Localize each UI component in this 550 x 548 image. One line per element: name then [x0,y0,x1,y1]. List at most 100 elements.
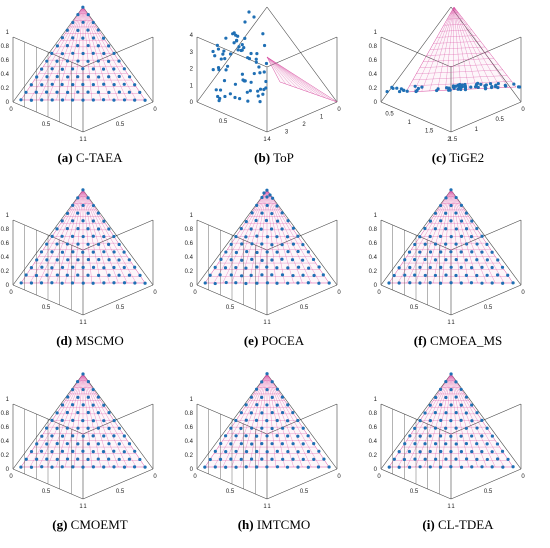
solution-point [215,43,219,48]
solution-point [55,457,59,461]
solution-point [275,266,279,270]
z-tick-label: 0 [374,283,378,289]
x-axis-tick-label: 0 [9,474,13,480]
solution-point [275,449,279,453]
solution-point [474,83,479,87]
solution-point [259,227,263,231]
z-tick-label: 0.2 [369,269,378,275]
surface-mesh-line [453,6,470,90]
solution-point [81,434,85,438]
solution-point [475,258,479,262]
solution-point [317,281,321,285]
solution-point [403,442,407,446]
solution-point [456,87,460,91]
solution-point [265,281,269,285]
solution-points [19,5,147,102]
solution-point [286,281,290,285]
z-tick-label: 0.2 [1,86,10,92]
z-tick-label: 0.4 [1,72,10,78]
y-axis-tick-label: 0 [153,290,157,296]
solution-point [91,82,95,87]
panel-pocea: 0 0.2 0.4 0.6 0.8 1 0 0.5 1 1 0.5 0 (e) POCEA [185,185,360,363]
solution-point [479,82,483,86]
solution-point [245,250,249,254]
surface-mesh-line [266,56,303,91]
solution-point [107,442,111,446]
box-edge [266,403,338,435]
z-tick-label: 0 [374,100,378,106]
solution-point [459,418,463,422]
box-edge [82,403,154,435]
solution-point [258,71,262,75]
solution-point [127,457,132,461]
solution-point [71,418,75,422]
solution-point [81,265,85,269]
bottom-grid [24,225,72,310]
solution-point [265,235,270,239]
x-axis-ticks: 0.5 1 1.5 2 [385,112,451,144]
solution-point [117,426,121,430]
bottom-grid [392,409,440,494]
solution-point [247,10,251,14]
solution-point [244,450,249,454]
solution-point [423,226,427,231]
z-tick-label: 0.6 [369,58,378,64]
solution-point [285,235,290,239]
solution-point [265,465,269,469]
solution-point [480,418,484,423]
panel-letter: (i) [422,517,435,532]
solution-point [464,273,468,277]
solution-point [458,82,462,87]
solution-point [438,434,443,438]
box-edge [380,36,452,68]
solution-point [60,98,65,102]
z-tick-label: 0.6 [369,241,378,247]
solution-point [270,258,274,262]
solution-point [102,434,106,438]
solution-point [413,84,417,88]
solution-point [60,52,65,56]
solution-point [447,86,451,90]
solution-point [261,32,265,36]
solution-point [270,426,274,431]
solution-point [86,75,90,79]
solution-point [55,59,59,63]
y-axis-tick-label: 1 [451,320,455,326]
solution-point [464,411,468,415]
bottom-grid [24,409,72,494]
solution-point [418,434,422,438]
solution-point [40,265,44,269]
solution-point [454,242,458,246]
solution-point [50,266,54,270]
solution-point [414,89,418,94]
panel-caption: (a) C-TAEA [4,150,176,166]
solution-point [223,266,228,270]
solution-point [418,281,422,285]
surface-mesh-line [266,56,292,87]
solution-point [464,258,468,262]
box-edge [82,468,154,500]
z-tick-label: 0.8 [369,227,378,233]
solution-point [403,258,407,262]
solution-point [127,273,132,277]
solution-point [55,258,59,262]
solution-point [102,403,106,407]
solution-point [402,457,407,462]
solution-point [407,250,412,254]
solution-point [459,450,464,454]
solution-point [418,250,422,254]
solution-point [112,234,116,239]
x-axis-tick-label: 0 [193,474,197,480]
solution-point [66,395,70,399]
solution-point [260,380,264,384]
solution-point [511,281,515,285]
solution-point [234,265,238,270]
solution-point [229,273,233,277]
solution-point [86,410,90,415]
solution-point [449,250,453,254]
z-tick-label: 0.4 [185,255,194,261]
z-tick-label: 0.2 [1,269,10,275]
panel-letter: (d) [56,333,73,348]
solution-point [60,67,64,71]
